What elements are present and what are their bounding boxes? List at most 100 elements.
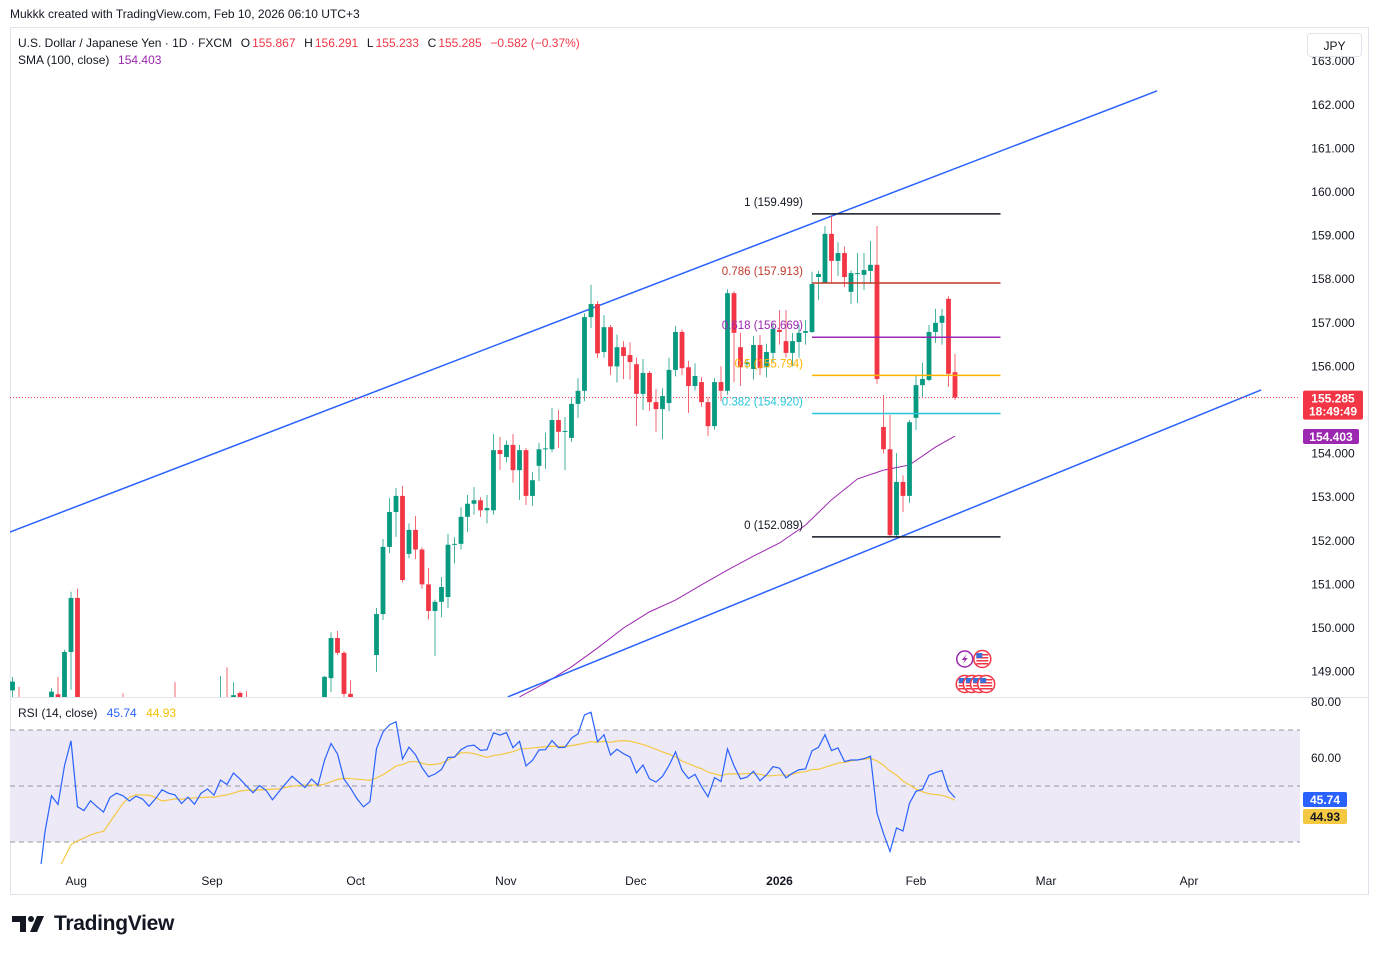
candle bbox=[458, 507, 464, 550]
candle-body bbox=[666, 369, 672, 404]
candle bbox=[725, 289, 730, 395]
candle-body bbox=[582, 317, 587, 391]
rsi-ma-tag-text: 44.93 bbox=[1310, 810, 1340, 824]
candle bbox=[588, 284, 594, 329]
candle-body bbox=[419, 549, 425, 585]
low-value: 155.233 bbox=[375, 36, 419, 50]
candle bbox=[731, 291, 737, 383]
fib-level-label: 0.618 (156.669) bbox=[722, 320, 803, 332]
economic-event-us-flag-icon[interactable] bbox=[973, 649, 992, 669]
candle-body bbox=[751, 345, 756, 370]
candle-body bbox=[946, 298, 951, 374]
candle-body bbox=[595, 304, 600, 354]
price-axis-label: 156.000 bbox=[1311, 359, 1355, 373]
economic-event-us-flag-icon[interactable] bbox=[976, 674, 996, 694]
time-axis-label: Aug bbox=[66, 874, 87, 888]
candle bbox=[62, 649, 67, 697]
candle bbox=[452, 537, 457, 564]
candle bbox=[790, 332, 795, 367]
candle-body bbox=[790, 341, 795, 353]
sma-indicator-label[interactable]: SMA (100, close) bbox=[18, 53, 110, 67]
price-axis-label: 150.000 bbox=[1311, 621, 1355, 635]
rsi-indicator-label[interactable]: RSI (14, close) bbox=[18, 706, 98, 720]
candle-body bbox=[309, 711, 314, 724]
candle-body bbox=[432, 601, 438, 611]
candle-body bbox=[627, 355, 633, 363]
candle-body bbox=[900, 481, 906, 496]
last-price-tag-value: 155.285 bbox=[1311, 392, 1355, 406]
candle-body bbox=[660, 396, 665, 410]
rsi-pane[interactable] bbox=[10, 711, 1300, 926]
rsi-legend: RSI (14, close) 45.74 44.93 bbox=[18, 706, 176, 720]
channel-line-lower[interactable] bbox=[507, 389, 1262, 697]
candle bbox=[322, 675, 327, 697]
candle bbox=[614, 334, 620, 383]
main-pane[interactable]: 1 (159.499) 0.786 (157.913) 0.618 (156.669… bbox=[10, 90, 1300, 781]
flag-canton bbox=[973, 678, 980, 683]
rsi-ma-value: 44.93 bbox=[146, 706, 177, 720]
rsi-line bbox=[40, 711, 956, 864]
candle-body bbox=[653, 402, 659, 410]
candle-body bbox=[614, 347, 620, 367]
candle-body bbox=[465, 503, 470, 517]
candle-body bbox=[49, 691, 54, 697]
candle bbox=[341, 651, 347, 697]
candle-body bbox=[712, 382, 717, 427]
candle bbox=[653, 389, 659, 432]
candle-body bbox=[231, 695, 236, 697]
candle bbox=[478, 497, 483, 517]
flag-stripe bbox=[980, 685, 993, 687]
candle-body bbox=[829, 233, 834, 261]
candle-body bbox=[894, 481, 899, 536]
candle bbox=[640, 358, 646, 410]
candle bbox=[406, 523, 412, 559]
economic-event-lightning-icon[interactable] bbox=[956, 650, 974, 668]
candle-body bbox=[335, 638, 340, 653]
price-axis-label: 152.000 bbox=[1311, 534, 1355, 548]
rsi-axis-label: 60.00 bbox=[1311, 751, 1341, 765]
candle-body bbox=[458, 516, 464, 544]
candle bbox=[699, 376, 704, 407]
candle bbox=[920, 362, 925, 397]
candle bbox=[491, 433, 496, 515]
candle-body bbox=[497, 450, 503, 455]
candle bbox=[504, 440, 509, 463]
candle-body bbox=[569, 403, 574, 438]
candle bbox=[374, 607, 379, 673]
fib-level-label: 0 (152.089) bbox=[744, 520, 803, 532]
candle bbox=[874, 226, 880, 384]
tradingview-logo[interactable]: TradingView bbox=[12, 912, 174, 936]
candle-body bbox=[588, 304, 594, 318]
candle bbox=[744, 359, 750, 369]
candle bbox=[68, 591, 74, 690]
lightning-icon bbox=[961, 654, 968, 664]
price-axis-label: 162.000 bbox=[1311, 98, 1355, 112]
candle-body bbox=[400, 495, 405, 581]
candle bbox=[575, 378, 581, 418]
candle-body bbox=[75, 597, 80, 697]
candle bbox=[887, 414, 893, 537]
candle-body bbox=[738, 347, 743, 368]
chart-watermark-caption: Mukkk created with TradingView.com, Feb … bbox=[10, 7, 360, 21]
candle bbox=[848, 270, 854, 305]
currency-button[interactable]: JPY bbox=[1307, 33, 1362, 57]
candle-body bbox=[718, 382, 724, 391]
candle bbox=[543, 432, 548, 469]
candle-body bbox=[68, 597, 74, 652]
sma-price-tag-value: 154.403 bbox=[1309, 430, 1353, 444]
channel-line-upper[interactable] bbox=[10, 90, 1158, 533]
candle bbox=[842, 246, 847, 288]
candle bbox=[764, 343, 769, 378]
candle bbox=[868, 240, 873, 284]
candle bbox=[335, 631, 340, 656]
chart-frame bbox=[10, 27, 1369, 895]
symbol-title[interactable]: U.S. Dollar / Japanese Yen · 1D · FXCM bbox=[18, 36, 233, 50]
candle-body bbox=[290, 706, 295, 719]
time-axis-label: 2026 bbox=[766, 874, 793, 888]
candle bbox=[432, 599, 438, 656]
fib-level-label: 0.382 (154.920) bbox=[722, 396, 803, 408]
candle-body bbox=[166, 720, 171, 729]
candle bbox=[393, 488, 399, 537]
candle bbox=[226, 667, 228, 697]
